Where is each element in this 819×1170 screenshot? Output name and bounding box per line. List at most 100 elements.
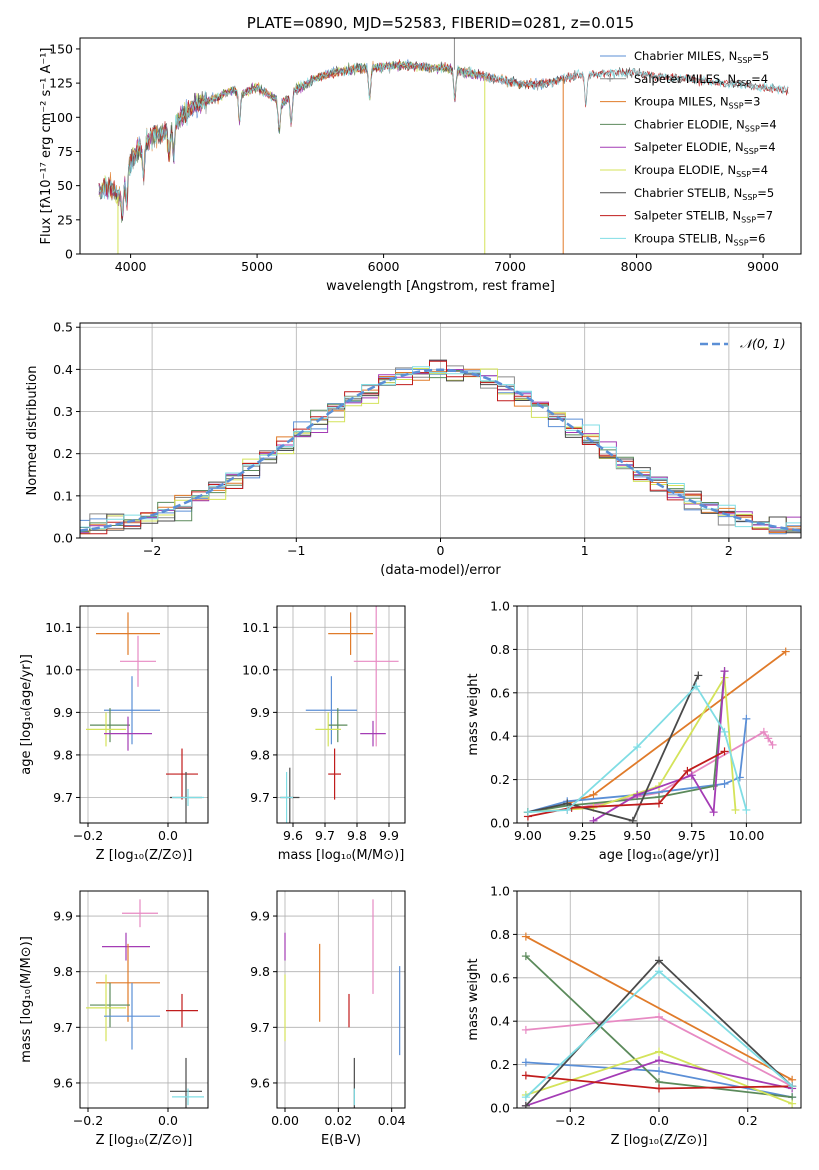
legend-label: Kroupa MILES, NSSP=3 — [634, 95, 760, 111]
chart-title: PLATE=0890, MJD=52583, FIBERID=0281, z=0… — [247, 14, 634, 32]
y-tick-label: 100 — [49, 110, 73, 125]
y-tick-label: 0.8 — [490, 927, 510, 942]
x-tick-label: 0.2 — [738, 1113, 758, 1128]
x-tick-label: 0.0 — [158, 828, 178, 843]
panel-age-vs-mass: 9.6 9.7 9.8 9.9 9.7 9.8 9.9 10.0 10.1 mass [log₁₀… — [242, 605, 406, 863]
gaussian-reference-curve — [80, 368, 801, 532]
x-tick-label: 10.00 — [728, 828, 764, 843]
y-tick-label: 25 — [57, 212, 73, 227]
x-tick-label: 9.8 — [347, 828, 367, 843]
x-tick-label: 9000 — [747, 259, 779, 274]
x-tick-label: 8000 — [621, 259, 653, 274]
y-tick-label: 9.6 — [250, 1075, 270, 1090]
y-tick-label: 0.8 — [490, 642, 510, 657]
y-tick-label: 0.2 — [53, 446, 73, 461]
axes-frame — [516, 605, 802, 824]
spectrum-series — [98, 61, 563, 215]
y-tick-label: 9.8 — [53, 747, 73, 762]
y-tick-label: 0 — [65, 247, 73, 262]
legend: 𝒩(0, 1) — [700, 336, 786, 351]
massweight-series — [527, 684, 748, 813]
x-axis-label: Z [log₁₀(Z/Z⊙)] — [96, 1133, 193, 1148]
massweight-series — [527, 671, 726, 813]
y-tick-label: 125 — [49, 76, 73, 91]
x-tick-label: 0.04 — [378, 1113, 406, 1128]
legend-label: Chabrier MILES, NSSP=5 — [634, 49, 769, 65]
plot-area-spectrum — [98, 38, 789, 254]
plot-area-mass-vs-ebv — [284, 899, 401, 1108]
y-tick-label: 1.0 — [490, 884, 510, 899]
y-tick-label: 9.9 — [250, 705, 270, 720]
x-tick-label: −0.2 — [73, 1113, 103, 1128]
x-tick-label: 2 — [725, 543, 733, 558]
spectrum-series — [98, 60, 563, 220]
y-tick-label: 10.1 — [45, 620, 73, 635]
x-axis-label: mass [log₁₀(M/M⊙)] — [278, 848, 405, 863]
legend: Chabrier MILES, NSSP=5 Salpeter MILES, NS… — [600, 49, 777, 247]
axes-frame — [79, 605, 209, 824]
panel-spectrum: Chabrier MILES, NSSP=5 Salpeter MILES, NS… — [39, 14, 802, 294]
x-axis-label: (data-model)/error — [380, 563, 501, 578]
legend-label: Kroupa STELIB, NSSP=6 — [634, 231, 765, 247]
plot-area-massweight-vs-Z — [521, 932, 797, 1108]
massweight-series — [527, 674, 737, 813]
y-tick-label: 0.0 — [490, 816, 510, 831]
plot-area-residuals — [80, 359, 801, 535]
y-axis-label: age [log₁₀(age/yr)] — [19, 654, 34, 775]
panel-massweight-vs-age: 9.00 9.25 9.50 9.75 10.00 0.0 0.2 0.4 0.6 0.8 1.0 a… — [466, 599, 802, 863]
massweight-series — [527, 718, 748, 813]
x-tick-label: 9.25 — [569, 828, 597, 843]
y-tick-label: 9.7 — [250, 1020, 270, 1035]
y-tick-label: 9.7 — [53, 790, 73, 805]
x-tick-label: 0.00 — [271, 1113, 299, 1128]
spectrum-series — [98, 59, 789, 219]
y-tick-label: 0.2 — [490, 772, 510, 787]
panel-massweight-vs-Z: −0.2 0.0 0.2 0.0 0.2 0.4 0.6 0.8 1.0 Z [log₁₀(Z/Z… — [466, 884, 802, 1148]
y-axis-label: Flux [fλ10⁻¹⁷ erg cm⁻² s⁻¹ A⁻¹] — [39, 48, 54, 245]
y-tick-label: 1.0 — [490, 599, 510, 614]
y-tick-label: 0.0 — [53, 531, 73, 546]
legend-label: 𝒩(0, 1) — [740, 336, 786, 351]
x-tick-label: 9.7 — [315, 828, 335, 843]
x-tick-label: 4000 — [115, 259, 147, 274]
x-tick-label: −0.2 — [73, 828, 103, 843]
legend-label: Chabrier STELIB, NSSP=5 — [634, 186, 774, 202]
histogram-series — [80, 360, 801, 535]
y-axis-label: mass weight — [466, 673, 481, 755]
legend-label: Salpeter MILES, NSSP=4 — [634, 72, 768, 88]
axes-frame — [276, 890, 406, 1109]
y-tick-label: 150 — [49, 41, 73, 56]
y-tick-label: 0.2 — [490, 1057, 510, 1072]
y-axis-label: Normed distribution — [25, 366, 40, 496]
x-axis-label: Z [log₁₀(Z/Z⊙)] — [96, 848, 193, 863]
y-tick-label: 0.0 — [490, 1101, 510, 1116]
x-tick-label: 1 — [581, 543, 589, 558]
axes-frame — [79, 890, 209, 1109]
legend-label: Kroupa ELODIE, NSSP=4 — [634, 163, 768, 179]
spectrum-series — [98, 58, 563, 215]
x-tick-label: 0 — [437, 543, 445, 558]
y-tick-label: 9.8 — [250, 964, 270, 979]
y-axis-label: mass weight — [466, 958, 481, 1040]
axes-frame — [276, 605, 406, 824]
massweight-series — [527, 675, 700, 822]
x-tick-label: −1 — [287, 543, 305, 558]
legend-label: Salpeter STELIB, NSSP=7 — [634, 209, 773, 225]
x-tick-label: 0.02 — [324, 1113, 352, 1128]
x-tick-label: −0.2 — [555, 1113, 585, 1128]
y-tick-label: 0.4 — [490, 1014, 510, 1029]
y-tick-label: 0.4 — [53, 362, 73, 377]
y-tick-label: 9.7 — [250, 790, 270, 805]
x-tick-label: 0.0 — [649, 1113, 669, 1128]
y-tick-label: 9.9 — [53, 909, 73, 924]
panel-residuals: 𝒩(0, 1) −2 −1 0 1 2 0.0 0.1 0.2 0.3 0.4 0.5 (data-mo… — [25, 320, 802, 578]
x-tick-label: 9.9 — [379, 828, 399, 843]
x-axis-label: age [log₁₀(age/yr)] — [599, 848, 720, 863]
x-tick-label: 9.00 — [514, 828, 542, 843]
x-tick-label: 9.50 — [623, 828, 651, 843]
legend-label: Chabrier ELODIE, NSSP=4 — [634, 117, 777, 133]
x-axis-label: E(B-V) — [321, 1133, 361, 1148]
y-tick-label: 0.3 — [53, 404, 73, 419]
y-tick-label: 10.0 — [45, 662, 73, 677]
